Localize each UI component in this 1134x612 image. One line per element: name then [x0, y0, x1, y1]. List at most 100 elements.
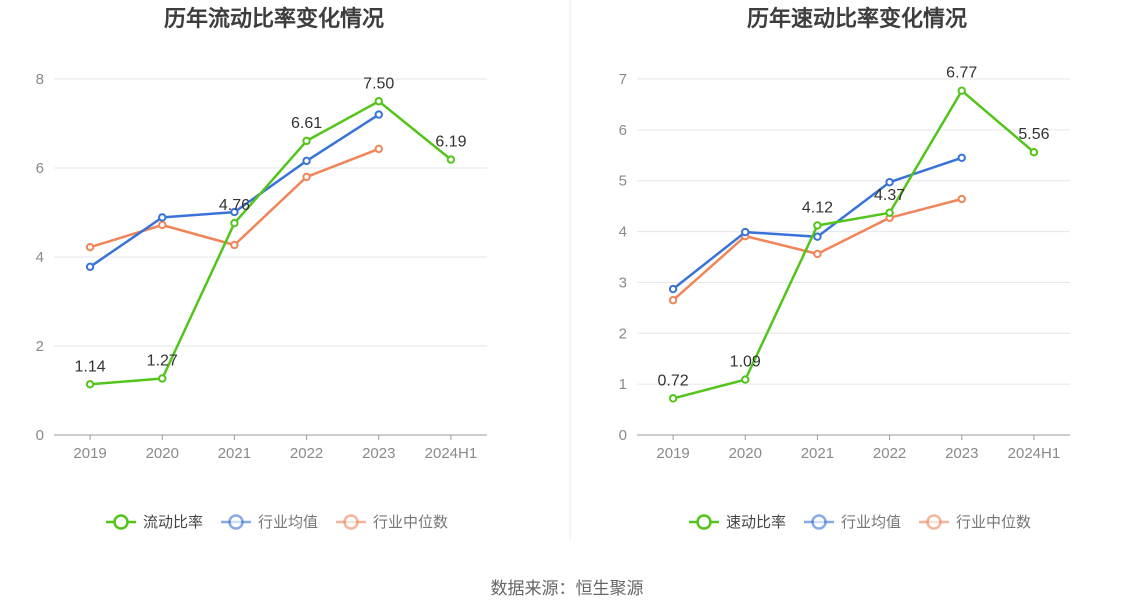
y-tick-label: 7	[619, 71, 627, 88]
data-point	[230, 240, 239, 250]
legend-item[interactable]: 行业中位数	[336, 513, 448, 531]
data-point	[813, 249, 822, 259]
y-tick-label: 4	[36, 249, 44, 266]
data-point	[374, 97, 383, 106]
chart-title: 历年速动比率变化情况	[747, 6, 967, 32]
x-tick-label: 2023	[945, 445, 978, 462]
chart-2: 0 1 2 3 4 5 6 7 2019 2020 2021 2022 2023 2024H1 0.72 1.…	[619, 6, 1070, 531]
series-line	[88, 100, 453, 386]
y-tick-label: 8	[36, 71, 44, 88]
data-point	[741, 375, 750, 384]
series-3	[668, 194, 966, 305]
data-point	[885, 178, 894, 187]
y-tick-label: 1	[619, 376, 627, 393]
y-tick-label: 0	[36, 427, 44, 444]
data-point	[230, 207, 239, 217]
data-point	[957, 86, 966, 95]
data-point	[302, 156, 311, 166]
y-tick-label: 3	[619, 274, 627, 291]
y-tick-label: 0	[619, 427, 627, 444]
data-label: 4.37	[874, 187, 905, 204]
data-point	[374, 110, 383, 119]
legend-label: 行业中位数	[956, 513, 1031, 531]
y-tick-label: 2	[36, 338, 44, 355]
legend-circle-icon	[113, 514, 129, 530]
y-tick-label: 6	[36, 160, 44, 177]
legend-item[interactable]: 流动比率	[106, 513, 203, 531]
data-point	[668, 296, 678, 305]
y-tick-label: 2	[619, 325, 627, 342]
x-tick-label: 2019	[656, 445, 689, 462]
series-1: 0.72 1.09 4.12 4.37 6.77 5.56	[658, 65, 1050, 403]
chart-title: 历年流动比率变化情况	[164, 6, 384, 32]
legend-item[interactable]: 行业均值	[221, 513, 318, 531]
data-label: 7.50	[363, 75, 394, 92]
data-point	[374, 144, 383, 154]
chart-1: 0 2 4 6 8 2019 2020 2021 2022 2023 2024H1 1.14 1.27 4…	[36, 6, 487, 531]
legend-circle-icon	[811, 514, 827, 530]
source-note: 数据来源：恒生聚源	[490, 579, 644, 599]
legend-circle-icon	[228, 514, 244, 530]
data-label: 1.27	[147, 352, 178, 369]
data-label: 5.56	[1018, 126, 1049, 143]
data-label: 0.72	[658, 372, 689, 389]
data-point	[885, 208, 894, 217]
data-label: 1.14	[75, 358, 106, 375]
x-tick-label: 2019	[73, 445, 106, 462]
x-tick-label: 2021	[218, 445, 251, 462]
legend-label: 速动比率	[726, 513, 786, 531]
data-point	[957, 194, 966, 204]
data-point	[158, 374, 167, 383]
x-tick-label: 2021	[801, 445, 834, 462]
legend-item[interactable]: 行业中位数	[919, 513, 1031, 531]
data-point	[813, 221, 822, 230]
series-2	[85, 110, 383, 271]
legend-label: 行业中位数	[373, 513, 448, 531]
data-point	[85, 262, 95, 271]
data-point	[1029, 148, 1039, 157]
data-label: 1.09	[730, 354, 761, 371]
data-point	[446, 155, 456, 164]
x-tick-label: 2024H1	[425, 445, 478, 462]
data-point	[741, 227, 750, 237]
legend-label: 行业均值	[258, 513, 318, 531]
legend-item[interactable]: 速动比率	[689, 513, 786, 531]
data-label: 6.77	[946, 65, 977, 82]
data-label: 6.19	[435, 134, 466, 151]
series-1: 1.14 1.27 4.76 6.61 7.50 6.19	[75, 75, 467, 389]
x-tick-label: 2023	[362, 445, 395, 462]
legend-circle-icon	[926, 514, 942, 530]
legend: 流动比率 行业均值 行业中位数	[106, 513, 448, 531]
data-point	[668, 394, 678, 403]
data-label: 6.61	[291, 115, 322, 132]
data-point	[302, 136, 311, 146]
legend-label: 流动比率	[143, 513, 203, 531]
x-tick-label: 2024H1	[1008, 445, 1061, 462]
data-label: 4.76	[219, 197, 250, 214]
data-point	[158, 213, 167, 222]
data-point	[957, 153, 966, 163]
data-point	[668, 284, 678, 294]
data-label: 4.12	[802, 199, 833, 216]
y-tick-label: 5	[619, 173, 627, 190]
y-tick-label: 4	[619, 224, 627, 241]
data-point	[158, 220, 167, 230]
x-tick-label: 2022	[873, 445, 906, 462]
data-point	[230, 218, 239, 228]
x-tick-label: 2022	[290, 445, 323, 462]
legend-item[interactable]: 行业均值	[804, 513, 901, 531]
data-point	[85, 380, 95, 389]
data-point	[302, 172, 311, 182]
legend-circle-icon	[343, 514, 359, 530]
x-tick-label: 2020	[729, 445, 762, 462]
legend-circle-icon	[696, 514, 712, 530]
data-point	[813, 232, 822, 241]
data-point	[85, 243, 95, 252]
series-line	[671, 89, 1036, 400]
x-tick-label: 2020	[146, 445, 179, 462]
legend-label: 行业均值	[841, 513, 901, 531]
legend: 速动比率 行业均值 行业中位数	[689, 513, 1031, 531]
y-tick-label: 6	[619, 122, 627, 139]
